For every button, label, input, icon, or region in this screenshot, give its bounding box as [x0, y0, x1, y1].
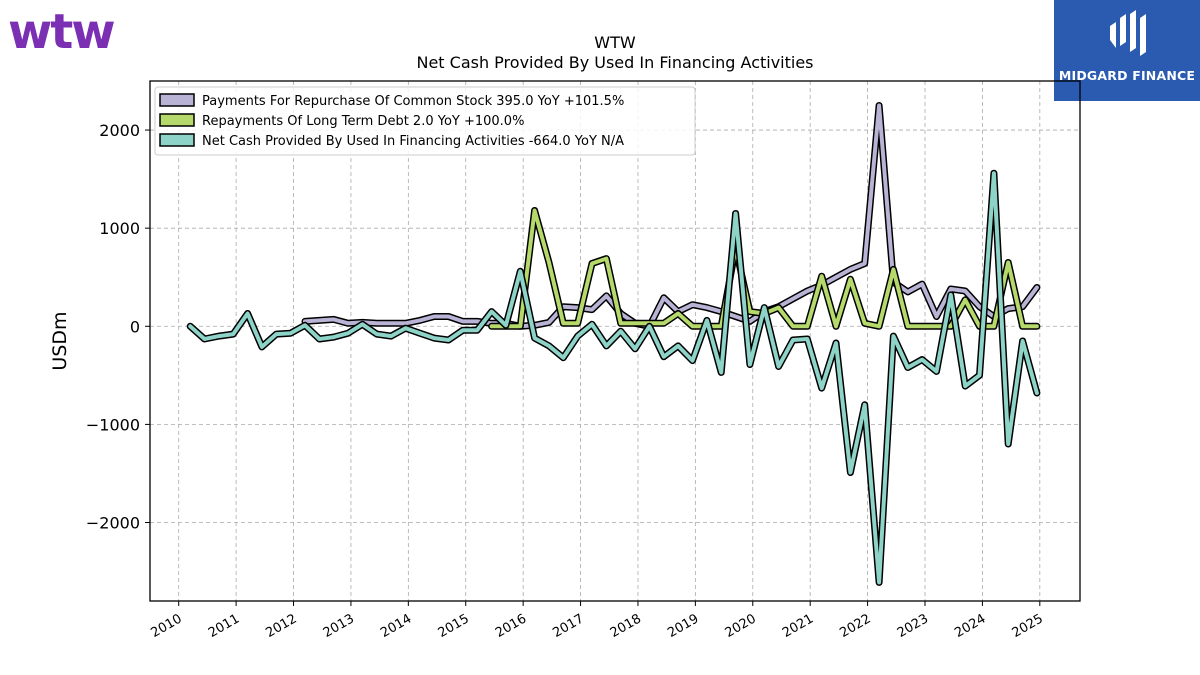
legend-label-financing: Net Cash Provided By Used In Financing A… [202, 134, 624, 149]
y-axis-ticks: −2000 −1000 0 1000 2000 [86, 121, 150, 533]
x-tick-label: 2025 [1010, 611, 1046, 641]
x-tick-label: 2023 [895, 611, 931, 641]
x-tick-label: 2022 [837, 611, 873, 641]
x-tick-label: 2021 [780, 611, 816, 641]
legend: Payments For Repurchase Of Common Stock … [154, 86, 696, 156]
legend-swatch-financing [159, 133, 195, 147]
series-lines [186, 102, 1041, 586]
legend-swatch-repurchase [159, 93, 195, 107]
x-tick-label: 2017 [550, 611, 586, 641]
y-tick-label: −1000 [86, 415, 140, 434]
plot-frame [149, 80, 1081, 602]
x-tick-label: 2024 [952, 611, 988, 641]
x-tick-label: 2015 [436, 611, 472, 641]
legend-box [154, 86, 696, 156]
x-tick-label: 2019 [665, 611, 701, 641]
y-tick-label: 0 [130, 317, 140, 336]
x-tick-label: 2018 [608, 611, 644, 641]
x-tick-label: 2010 [149, 611, 185, 641]
chart-subtitle: Net Cash Provided By Used In Financing A… [416, 53, 813, 72]
midgard-finance-wordmark: MIDGARD FINANCE [1058, 68, 1196, 83]
financing-line-outline [186, 169, 1041, 586]
legend-label-repurchase: Payments For Repurchase Of Common Stock … [202, 94, 624, 109]
wtw-logo-text: wtw [8, 6, 114, 56]
x-tick-label: 2012 [263, 611, 299, 641]
x-tick-label: 2011 [206, 611, 242, 641]
y-tick-label: −2000 [86, 514, 140, 533]
x-tick-label: 2014 [378, 611, 414, 641]
midgard-mark-icon [1110, 10, 1146, 56]
y-tick-label: 1000 [99, 219, 140, 238]
wtw-logo: wtw [8, 6, 116, 56]
x-tick-label: 2020 [723, 611, 759, 641]
x-tick-label: 2016 [493, 611, 529, 641]
chart-title: WTW [594, 33, 636, 52]
repurchase-line [303, 103, 1039, 329]
y-tick-label: 2000 [99, 121, 140, 140]
financing-line [188, 171, 1039, 585]
legend-swatch-debt-repayment [159, 113, 195, 127]
x-tick-label: 2013 [321, 611, 357, 641]
legend-label-debt-repayment: Repayments Of Long Term Debt 2.0 YoY +10… [202, 114, 524, 129]
y-axis-label: USDm [49, 311, 71, 370]
x-axis-ticks: 2010 2011 2012 2013 2014 2015 2016 2017 2018 2019… [149, 601, 1046, 641]
midgard-finance-logo: MIDGARD FINANCE [1054, 0, 1200, 101]
